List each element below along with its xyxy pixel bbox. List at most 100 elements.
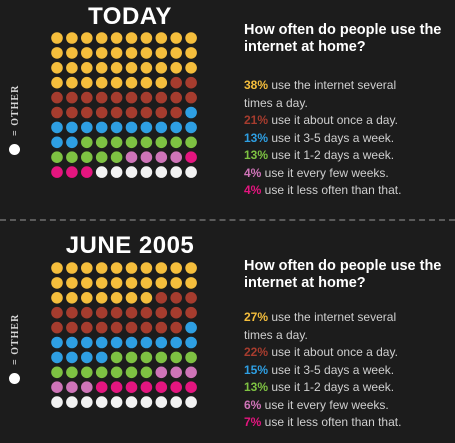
- waffle-dot-red: [155, 106, 168, 119]
- waffle-dot-red: [185, 76, 197, 89]
- waffle-dot-yellow: [95, 62, 108, 74]
- waffle-dot-yellow: [95, 277, 108, 289]
- waffle-dot-yellow: [51, 277, 63, 289]
- legend-percent: 6%: [244, 397, 262, 412]
- waffle-dot-red: [66, 321, 78, 334]
- waffle-dot-magenta: [155, 381, 168, 393]
- waffle-dot-yellow: [155, 32, 168, 44]
- legend-item: 21% use it about once a day.: [244, 112, 454, 130]
- legend-text: use it about once a day.: [268, 113, 398, 127]
- waffle-dot-pink: [170, 151, 182, 163]
- waffle-dot-red: [95, 306, 108, 319]
- waffle-dot-yellow: [81, 76, 93, 89]
- waffle-dot-yellow: [51, 62, 63, 74]
- waffle-dot-white: [110, 396, 123, 408]
- legend-text: use it 3-5 days a week.: [268, 130, 395, 145]
- panel-june-2005: JUNE 2005 = OTHER How often do people us…: [0, 225, 455, 437]
- waffle-dot-yellow: [140, 62, 153, 74]
- waffle-dot-red: [95, 106, 108, 119]
- waffle-dot-yellow: [185, 32, 197, 44]
- waffle-dot-green: [155, 351, 168, 364]
- waffle-dot-red: [185, 91, 197, 104]
- legend-percent: 7%: [244, 415, 262, 429]
- waffle-dot-red: [140, 306, 153, 319]
- waffle-dot-yellow: [125, 76, 138, 89]
- waffle-dot-blue: [170, 336, 182, 349]
- waffle-dot-green: [95, 136, 108, 149]
- waffle-dot-yellow: [95, 262, 108, 274]
- dot-grid-june-2005: [51, 262, 197, 408]
- waffle-dot-red: [51, 91, 63, 104]
- waffle-dot-white: [110, 166, 123, 178]
- waffle-dot-yellow: [51, 47, 63, 59]
- waffle-dot-red: [66, 91, 78, 104]
- waffle-dot-green: [110, 351, 123, 364]
- waffle-dot-green: [95, 151, 108, 163]
- waffle-dot-red: [155, 292, 168, 304]
- waffle-dot-green: [81, 136, 93, 149]
- waffle-dot-green: [110, 366, 123, 379]
- waffle-dot-green: [155, 136, 168, 149]
- waffle-dot-yellow: [185, 262, 197, 274]
- waffle-dot-blue: [170, 121, 182, 134]
- waffle-dot-yellow: [170, 62, 182, 74]
- legend-item: 13% use it 1-2 days a week.: [244, 379, 454, 397]
- waffle-dot-yellow: [66, 292, 78, 304]
- waffle-dot-blue: [66, 336, 78, 349]
- waffle-dot-pink: [155, 151, 168, 163]
- waffle-dot-green: [66, 366, 78, 379]
- legend-percent: 4%: [244, 183, 262, 197]
- waffle-dot-magenta: [110, 381, 123, 393]
- waffle-dot-yellow: [51, 262, 63, 274]
- waffle-dot-blue: [66, 121, 78, 134]
- legend-text-cont: times a day.: [244, 95, 308, 110]
- waffle-dot-yellow: [66, 76, 78, 89]
- waffle-dot-green: [81, 366, 93, 379]
- waffle-dot-red: [140, 91, 153, 104]
- legend-item: 13% use it 1-2 days a week.: [244, 147, 454, 165]
- waffle-dot-pink: [185, 366, 197, 379]
- waffle-dot-yellow: [66, 47, 78, 59]
- waffle-dot-red: [140, 321, 153, 334]
- waffle-dot-white: [170, 396, 182, 408]
- waffle-dot-yellow: [95, 32, 108, 44]
- waffle-dot-red: [125, 321, 138, 334]
- waffle-dot-blue: [125, 336, 138, 349]
- waffle-dot-yellow: [110, 47, 123, 59]
- waffle-dot-red: [170, 292, 182, 304]
- waffle-dot-blue: [140, 336, 153, 349]
- section-divider: [0, 219, 455, 221]
- waffle-dot-magenta: [125, 381, 138, 393]
- legend-item: 13% use it 3-5 days a week.: [244, 130, 454, 148]
- waffle-dot-yellow: [140, 32, 153, 44]
- waffle-dot-white: [155, 166, 168, 178]
- waffle-dot-blue: [185, 106, 197, 119]
- waffle-dot-green: [140, 136, 153, 149]
- waffle-dot-yellow: [155, 76, 168, 89]
- waffle-dot-green: [110, 151, 123, 163]
- waffle-dot-green: [66, 151, 78, 163]
- waffle-dot-yellow: [170, 32, 182, 44]
- other-dot-icon: [9, 373, 20, 384]
- other-legend: = OTHER: [6, 295, 30, 405]
- waffle-dot-green: [110, 136, 123, 149]
- waffle-dot-white: [155, 396, 168, 408]
- waffle-dot-yellow: [110, 292, 123, 304]
- waffle-dot-red: [95, 321, 108, 334]
- waffle-dot-yellow: [125, 292, 138, 304]
- legend-percent: 21%: [244, 113, 269, 127]
- waffle-dot-green: [51, 151, 63, 163]
- waffle-dot-white: [140, 166, 153, 178]
- waffle-dot-green: [125, 351, 138, 364]
- waffle-dot-white: [51, 396, 63, 408]
- waffle-dot-blue: [51, 351, 63, 364]
- panel-title: TODAY: [88, 3, 172, 30]
- waffle-dot-yellow: [140, 262, 153, 274]
- waffle-dot-yellow: [51, 292, 63, 304]
- waffle-dot-green: [95, 366, 108, 379]
- panel-today: TODAY = OTHER How often do people use th…: [0, 0, 455, 218]
- legend-text-cont: times a day.: [244, 327, 308, 342]
- waffle-dot-blue: [110, 336, 123, 349]
- legend-item: 38% use the internet several times a day…: [244, 77, 454, 112]
- waffle-dot-blue: [95, 336, 108, 349]
